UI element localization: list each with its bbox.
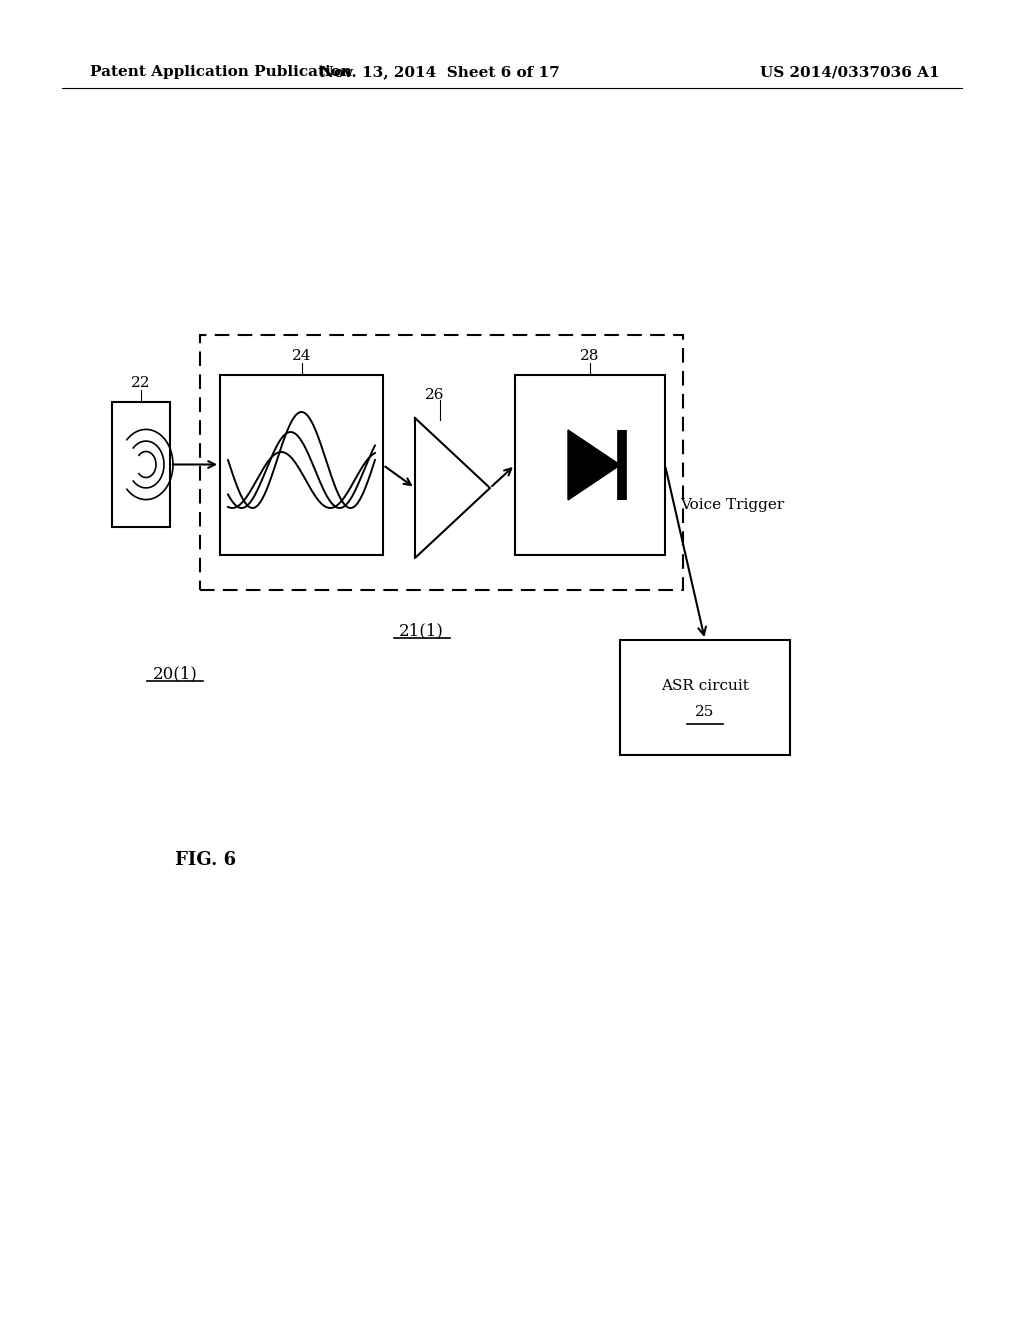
Text: 22: 22 <box>131 376 151 389</box>
Text: US 2014/0337036 A1: US 2014/0337036 A1 <box>761 65 940 79</box>
Text: Nov. 13, 2014  Sheet 6 of 17: Nov. 13, 2014 Sheet 6 of 17 <box>321 65 560 79</box>
Text: 26: 26 <box>425 388 444 403</box>
Text: 25: 25 <box>695 705 715 718</box>
Text: Patent Application Publication: Patent Application Publication <box>90 65 352 79</box>
Text: 28: 28 <box>581 348 600 363</box>
Text: Voice Trigger: Voice Trigger <box>680 498 784 512</box>
Text: 20(1): 20(1) <box>153 665 198 682</box>
Text: 21(1): 21(1) <box>399 622 444 639</box>
Polygon shape <box>568 430 621 500</box>
Text: ASR circuit: ASR circuit <box>662 678 749 693</box>
Text: FIG. 6: FIG. 6 <box>175 851 237 869</box>
Text: 24: 24 <box>292 348 311 363</box>
